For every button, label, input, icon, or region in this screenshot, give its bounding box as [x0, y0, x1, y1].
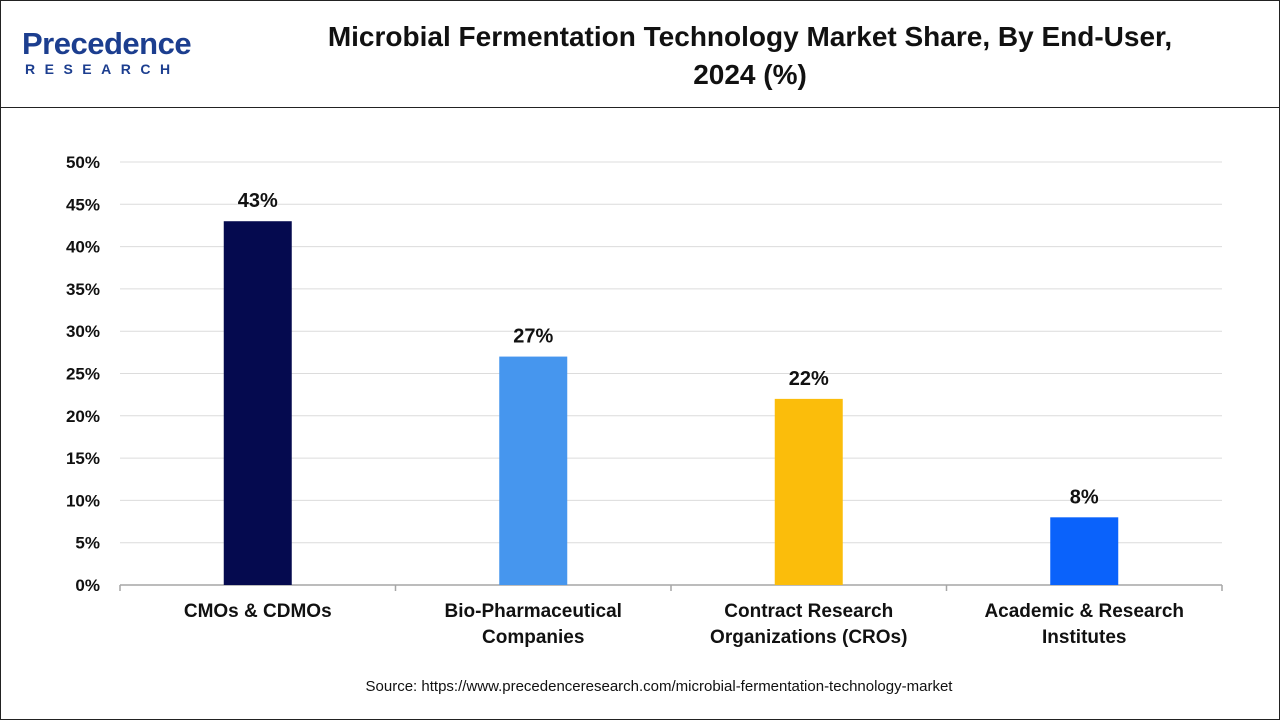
x-tick-label: Bio-Pharmaceutical — [445, 601, 622, 622]
y-tick-label: 45% — [66, 195, 100, 214]
x-tick-label: Companies — [482, 627, 584, 648]
chart-title: Microbial Fermentation Technology Market… — [250, 18, 1250, 94]
y-tick-label: 30% — [66, 322, 100, 341]
y-tick-label: 50% — [66, 153, 100, 172]
y-tick-label: 10% — [66, 491, 100, 510]
y-tick-label: 25% — [66, 365, 100, 384]
y-tick-label: 40% — [66, 238, 100, 257]
y-tick-label: 0% — [75, 576, 100, 595]
x-tick-label: Organizations (CROs) — [710, 627, 907, 648]
chart-title-line1: Microbial Fermentation Technology Market… — [327, 21, 1173, 52]
y-tick-label: 35% — [66, 280, 100, 299]
header: Precedence RESEARCH Microbial Fermentati… — [0, 0, 1280, 108]
brand-logo: Precedence RESEARCH — [22, 26, 222, 86]
y-tick-label: 20% — [66, 407, 100, 426]
bar — [499, 356, 568, 585]
x-tick-label: Contract Research — [724, 601, 893, 622]
x-tick-label: Institutes — [1042, 627, 1126, 648]
chart-title-line2: 2024 (%) — [693, 59, 807, 90]
data-label: 8% — [1070, 486, 1099, 508]
bar — [774, 398, 843, 585]
logo-subtitle: RESEARCH — [25, 61, 180, 77]
x-tick-label: CMOs & CDMOs — [184, 601, 332, 622]
source-note: Source: https://www.precedenceresearch.c… — [365, 678, 953, 695]
bar — [223, 221, 292, 585]
x-tick-label: Academic & Research — [984, 601, 1184, 622]
data-label: 43% — [238, 190, 278, 212]
y-tick-label: 5% — [75, 534, 100, 553]
bar — [1050, 517, 1119, 585]
y-tick-label: 15% — [66, 449, 100, 468]
data-label: 27% — [513, 326, 553, 348]
data-label: 22% — [789, 368, 829, 390]
logo-wordmark: Precedence — [22, 26, 192, 61]
